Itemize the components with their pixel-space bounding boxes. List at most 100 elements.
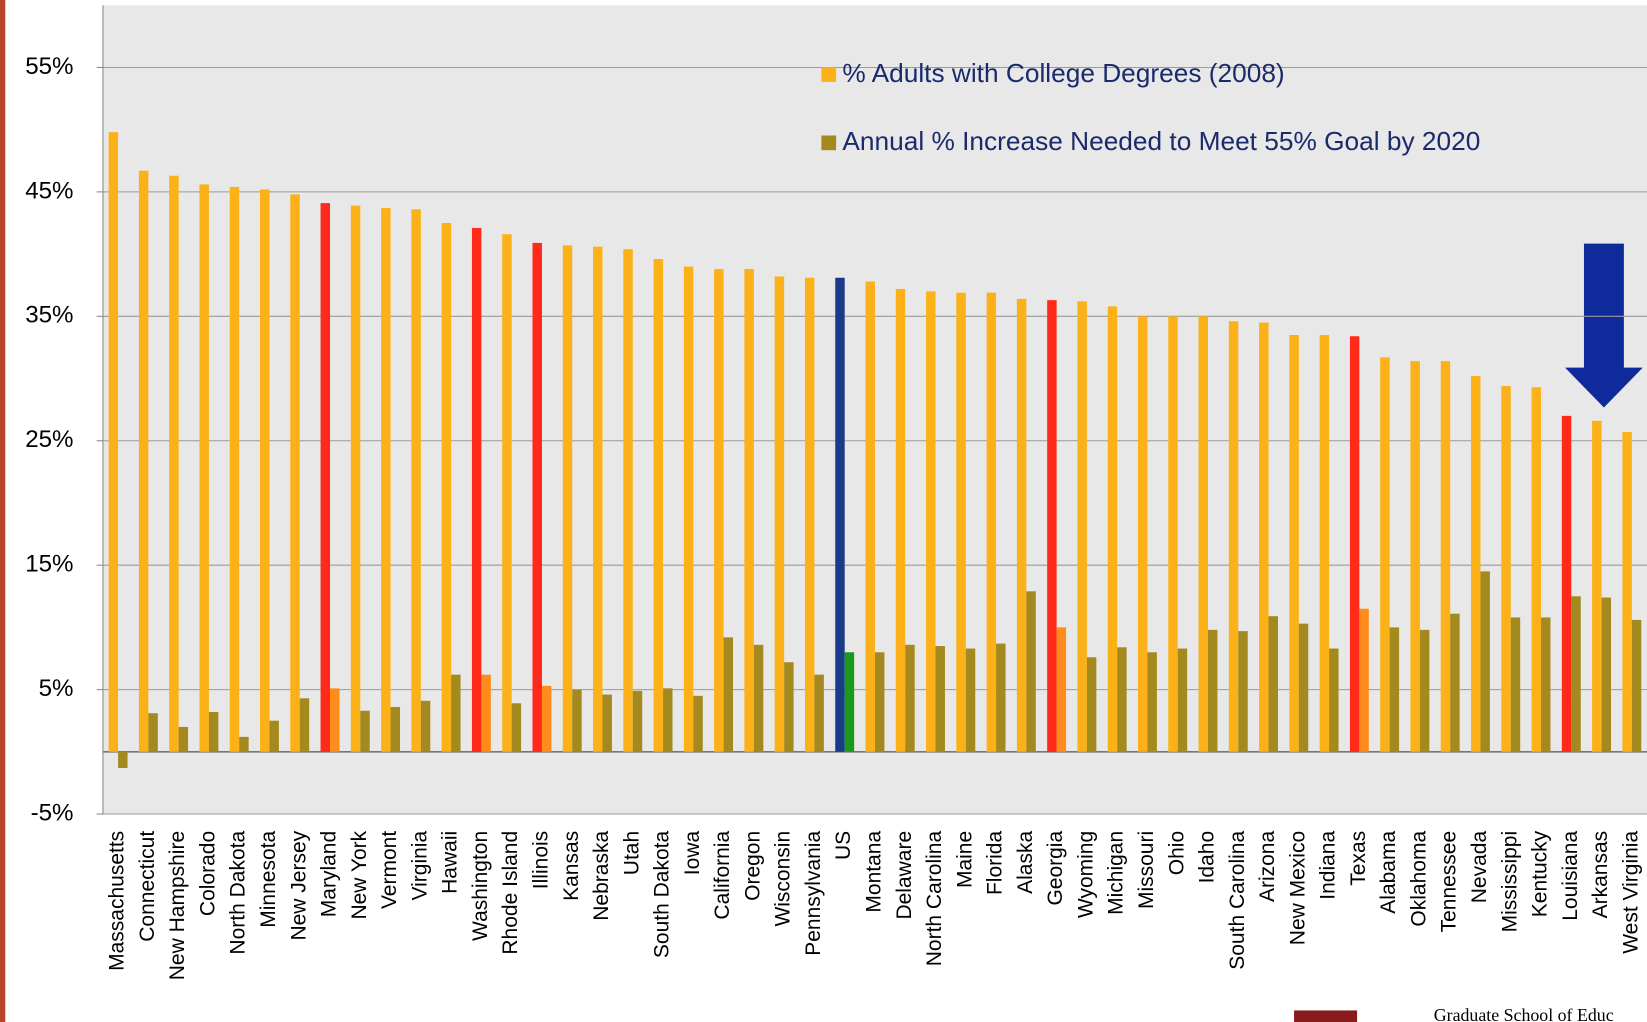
bar	[593, 246, 603, 752]
x-tick-label: Colorado	[196, 831, 219, 916]
x-tick-label: Virginia	[408, 831, 431, 901]
bar	[481, 674, 491, 752]
bar	[602, 694, 612, 752]
x-tick-label: Idaho	[1196, 831, 1219, 884]
x-tick-label: Oklahoma	[1407, 831, 1430, 927]
x-tick-label: New Hampshire	[166, 831, 189, 980]
x-tick-label: Arkansas	[1589, 831, 1612, 919]
x-tick-label: Nevada	[1468, 831, 1491, 904]
x-tick-label: Maryland	[318, 831, 341, 917]
bar	[723, 637, 734, 752]
y-tick-label: 5%	[39, 675, 74, 702]
x-tick-label: Utah	[620, 831, 643, 875]
x-tick-label: US	[832, 831, 855, 860]
bar	[1238, 631, 1248, 752]
arrow	[1565, 243, 1643, 408]
bar	[299, 698, 310, 752]
bar	[1601, 597, 1612, 752]
x-tick-label: Kentucky	[1529, 830, 1552, 917]
legend-label: % Adults with College Degrees (2008)	[842, 58, 1285, 89]
bar	[441, 222, 452, 752]
x-tick-label: Florida	[984, 831, 1007, 896]
bar	[905, 644, 915, 752]
bar	[290, 194, 300, 752]
x-tick-label: Alaska	[1014, 831, 1037, 894]
bar	[471, 227, 482, 752]
x-tick-label: New Mexico	[1286, 831, 1309, 945]
bar	[1289, 334, 1299, 752]
bar	[1561, 415, 1572, 752]
bar	[784, 662, 794, 752]
bar	[683, 266, 694, 752]
legend-swatch	[821, 135, 837, 151]
x-tick-label: Pennsylvania	[802, 831, 825, 956]
x-tick-label: Georgia	[1044, 831, 1067, 906]
y-tick-label: 35%	[25, 302, 73, 329]
bar	[1047, 300, 1057, 752]
bar	[1259, 322, 1269, 752]
bar	[390, 707, 401, 752]
bar	[1147, 652, 1157, 752]
bar	[1177, 648, 1188, 752]
bar	[956, 292, 966, 752]
bar	[1268, 616, 1278, 752]
x-tick-label: North Dakota	[227, 831, 250, 955]
bar	[208, 711, 219, 752]
bar	[1410, 361, 1420, 752]
bar	[986, 292, 997, 752]
x-tick-label: Washington	[469, 831, 492, 941]
x-tick-label: Maine	[953, 831, 976, 888]
bar	[1471, 376, 1481, 752]
bar	[1380, 357, 1390, 752]
bar	[623, 249, 633, 752]
bar	[502, 234, 512, 752]
x-tick-label: Minnesota	[257, 831, 280, 928]
bar	[996, 643, 1006, 752]
x-tick-label: Ohio	[1165, 831, 1188, 875]
bar	[835, 277, 845, 752]
bar	[1571, 596, 1581, 752]
bar	[804, 277, 815, 752]
bar	[118, 751, 128, 768]
x-tick-label: Wyoming	[1074, 831, 1097, 918]
bar	[1349, 336, 1360, 752]
bar	[1086, 657, 1097, 752]
bar	[1207, 629, 1218, 752]
x-tick-label: New Jersey	[287, 830, 310, 940]
y-tick-label: 15%	[25, 551, 73, 578]
bar	[260, 189, 270, 752]
y-tick-label: 45%	[25, 177, 73, 204]
x-tick-label: Nebraska	[590, 831, 613, 921]
bar	[844, 652, 855, 752]
bar	[1319, 334, 1330, 752]
bar	[874, 652, 885, 752]
bar	[1077, 301, 1087, 752]
bar	[926, 291, 936, 752]
bar	[753, 644, 764, 752]
x-tick-label: Alabama	[1377, 831, 1400, 914]
x-tick-label: Oregon	[741, 831, 764, 901]
bar	[269, 720, 279, 752]
bar	[1510, 617, 1521, 752]
bar	[511, 703, 522, 752]
bar	[965, 648, 976, 752]
bar	[663, 688, 673, 752]
bar	[541, 685, 552, 752]
bar	[350, 205, 361, 752]
bar	[1592, 420, 1602, 752]
bar	[1389, 627, 1400, 752]
bar	[714, 269, 724, 752]
x-tick-label: Massachusetts	[106, 831, 129, 971]
bar	[199, 184, 209, 752]
x-tick-label: Mississippi	[1498, 831, 1521, 933]
x-tick-label: Wisconsin	[772, 831, 795, 927]
logo-mark	[1294, 1010, 1358, 1022]
side-strip	[0, 0, 6, 1022]
bar	[360, 710, 370, 752]
bar	[330, 688, 340, 752]
x-tick-label: Tennessee	[1438, 831, 1461, 933]
bar	[320, 203, 331, 752]
bar	[1440, 361, 1451, 752]
bar	[148, 713, 158, 752]
bar	[1228, 321, 1239, 752]
